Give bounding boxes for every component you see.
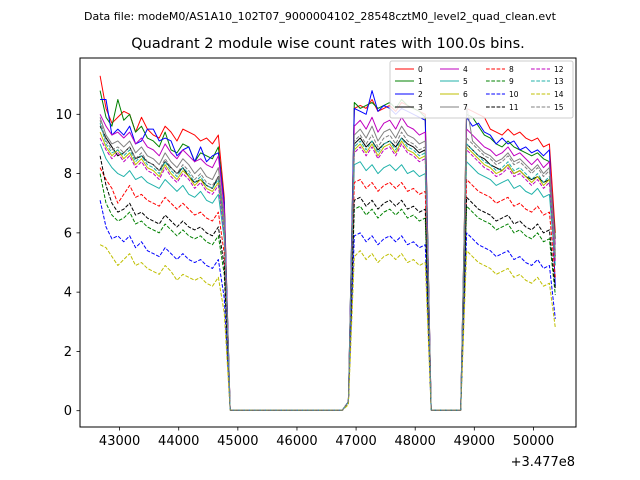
chart-title: Quadrant 2 module wise count rates with … [131,36,525,52]
series-line-5 [99,143,556,411]
series-line-7 [99,104,556,411]
legend-label-12: 12 [554,65,564,74]
legend-label-4: 4 [463,65,468,74]
y-tick-label: 4 [64,286,72,301]
x-tick-label: 49000 [454,434,495,449]
legend-label-14: 14 [554,90,564,99]
legend-label-7: 7 [463,103,468,112]
data-file-label: Data file: modeM0/AS1A10_102T07_90000041… [84,10,557,23]
series-line-0 [99,75,556,411]
series-line-6 [99,131,556,411]
series-line-14 [99,244,556,411]
series-line-11 [99,155,556,411]
series-line-9 [99,173,556,411]
x-tick-label: 47000 [335,434,376,449]
x-tick-label: 48000 [395,434,436,449]
x-tick-label: 43000 [99,434,140,449]
series-line-10 [99,200,556,411]
series-layer [99,75,556,411]
legend-label-5: 5 [463,77,468,86]
legend-frame [389,60,574,119]
legend-label-15: 15 [554,103,564,112]
x-axis: 43000 44000 45000 46000 47000 48000 49000 50000 [99,427,554,449]
x-tick-label: 44000 [158,434,199,449]
legend-label-1: 1 [418,77,423,86]
legend-label-9: 9 [509,77,514,86]
series-line-8 [99,167,556,411]
x-tick-label: 46000 [276,434,317,449]
legend-label-0: 0 [418,65,423,74]
y-tick-label: 0 [64,404,72,419]
legend-label-2: 2 [418,90,423,99]
x-tick-label: 45000 [217,434,258,449]
series-line-12 [99,137,556,411]
legend-label-13: 13 [554,77,564,86]
plot-frame [79,57,577,428]
y-tick-label: 8 [64,167,72,182]
series-line-13 [99,123,556,411]
legend-label-11: 11 [509,103,519,112]
legend-label-8: 8 [509,65,514,74]
y-axis: 0 2 4 6 8 10 [55,108,80,419]
y-tick-label: 10 [55,108,72,123]
series-line-4 [99,114,556,411]
x-offset-label: +3.477e8 [511,455,575,470]
legend-label-3: 3 [418,103,423,112]
x-tick-label: 50000 [513,434,554,449]
legend-label-6: 6 [463,90,468,99]
legend-label-10: 10 [509,90,519,99]
series-line-15 [99,120,556,411]
y-tick-label: 2 [64,345,72,360]
y-tick-label: 6 [64,226,72,241]
